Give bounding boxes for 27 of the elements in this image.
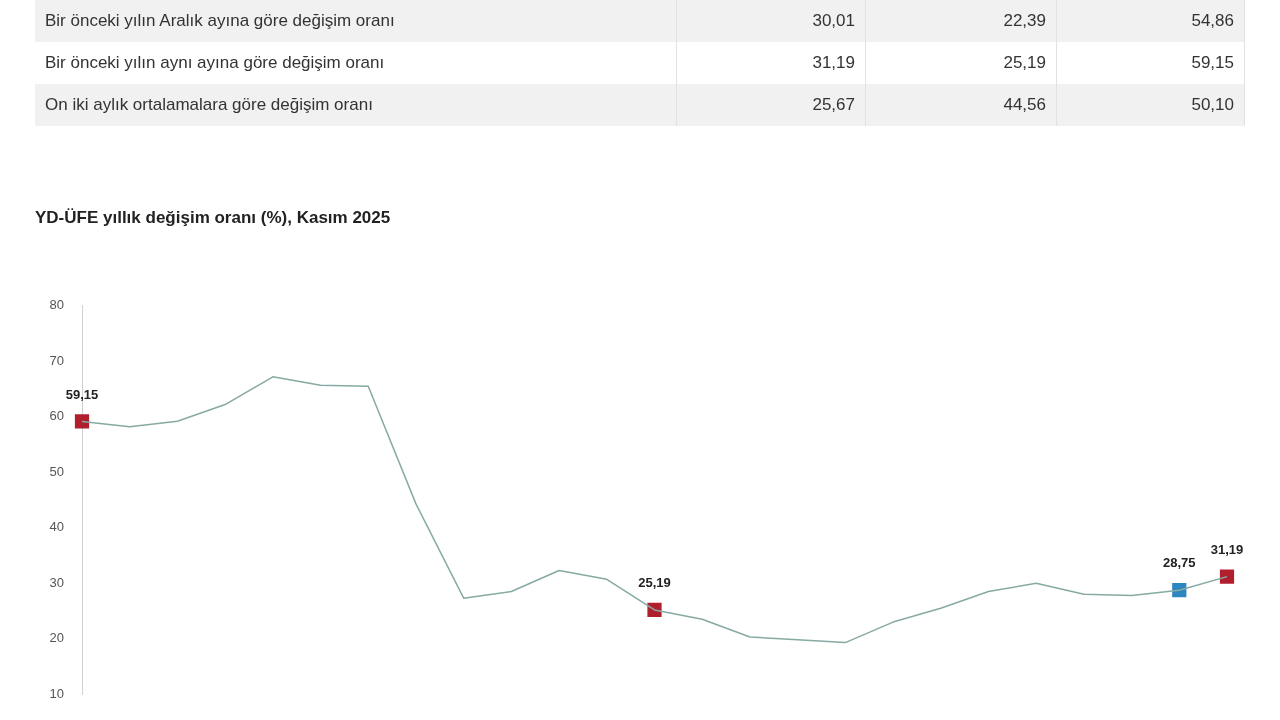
y-tick-label: 30 (49, 574, 64, 590)
text: 31,19 (677, 42, 866, 84)
y-tick-label: 10 (49, 685, 64, 701)
y-tick-label: 80 (49, 297, 64, 313)
y-tick-label: 40 (49, 519, 64, 535)
data-label: 28,75 (1163, 555, 1196, 571)
y-tick-label: 60 (49, 408, 64, 424)
text: 25,19 (866, 42, 1057, 84)
text: On iki aylık ortalamalara göre değişim oranı (35, 84, 677, 126)
data-label: 31,19 (1210, 541, 1244, 557)
text: Bir önceki yılın aynı ayına göre değişim oranı (35, 42, 677, 84)
text: 30,01 (677, 0, 866, 42)
y-tick-label: 20 (49, 630, 64, 646)
data-label: 59,15 (65, 386, 99, 402)
text: Bir önceki yılın Aralık ayına göre değişim oranı (35, 0, 677, 42)
chart-title: YD-ÜFE yıllık değişim oranı (%), Kasım 2025 (35, 208, 391, 228)
text: 44,56 (866, 84, 1057, 126)
text: 59,15 (1057, 42, 1245, 84)
text: 54,86 (1057, 0, 1245, 42)
text: 25,67 (677, 84, 866, 126)
point (74, 414, 90, 429)
y-tick-label: 50 (49, 463, 64, 479)
text: 50,10 (1057, 84, 1245, 126)
point (1219, 569, 1235, 584)
y-tick-label: 70 (49, 352, 64, 368)
text: 22,39 (866, 0, 1057, 42)
data-label: 25,19 (638, 575, 671, 590)
